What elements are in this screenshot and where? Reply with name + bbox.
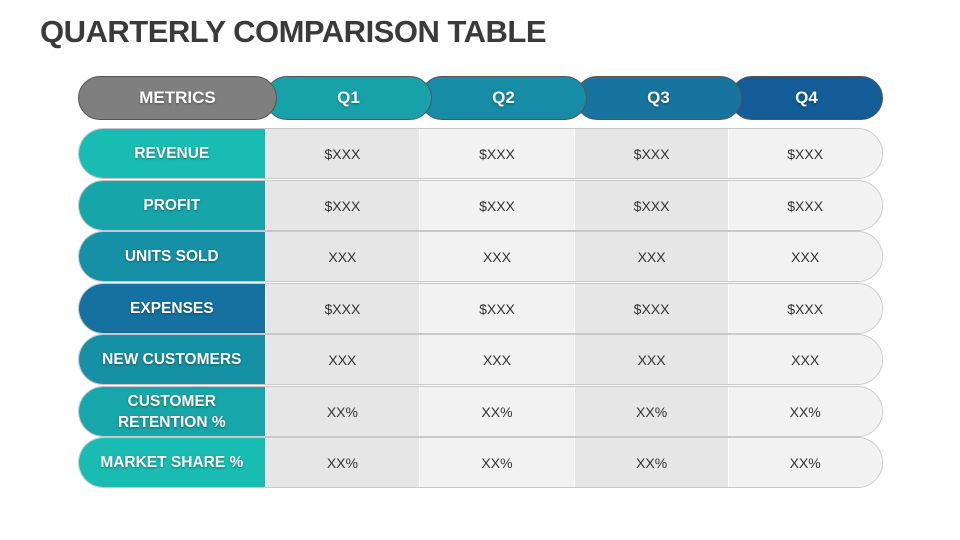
title: QUARTERLY COMPARISON TABLE xyxy=(40,14,547,49)
data-cell: XXX xyxy=(574,335,730,384)
table-row: UNITS SOLD XXX XXX XXX XXX xyxy=(78,231,883,282)
header-row: METRICS Q1 Q2 Q3 Q4 xyxy=(78,76,883,120)
data-cell: $XXX xyxy=(420,129,575,178)
row-label: PROFIT xyxy=(79,181,266,230)
header-cell: METRICS xyxy=(78,76,277,120)
data-cell: $XXX xyxy=(574,284,730,333)
row-label: CUSTOMER RETENTION % xyxy=(79,387,266,436)
table-row: EXPENSES $XXX $XXX $XXX $XXX xyxy=(78,283,883,334)
data-cell: $XXX xyxy=(265,181,421,230)
data-cell: $XXX xyxy=(729,284,882,333)
row-label: NEW CUSTOMERS xyxy=(79,335,266,384)
data-cell: XX% xyxy=(265,387,421,436)
table-row: REVENUE $XXX $XXX $XXX $XXX xyxy=(78,128,883,179)
header-cell: Q2 xyxy=(420,76,587,120)
table-row: NEW CUSTOMERS XXX XXX XXX XXX xyxy=(78,334,883,385)
header-cell: Q3 xyxy=(575,76,742,120)
table-row: MARKET SHARE % XX% XX% XX% XX% xyxy=(78,437,883,488)
data-cell: XX% xyxy=(729,387,882,436)
row-label: EXPENSES xyxy=(79,284,266,333)
data-cell: XXX xyxy=(574,232,730,281)
data-cell: $XXX xyxy=(420,284,575,333)
row-label: REVENUE xyxy=(79,129,266,178)
data-cell: $XXX xyxy=(265,129,421,178)
data-cell: $XXX xyxy=(420,181,575,230)
data-cell: XX% xyxy=(574,387,730,436)
header-cell: Q4 xyxy=(730,76,883,120)
header-cell: Q1 xyxy=(265,76,432,120)
data-cell: $XXX xyxy=(265,284,421,333)
table-row: CUSTOMER RETENTION % XX% XX% XX% XX% xyxy=(78,386,883,437)
data-cell: XXX xyxy=(265,232,421,281)
data-cell: XXX xyxy=(729,335,882,384)
data-cell: XXX xyxy=(265,335,421,384)
data-cell: XXX xyxy=(420,232,575,281)
row-label: UNITS SOLD xyxy=(79,232,266,281)
data-cell: XX% xyxy=(265,438,421,487)
data-cell: XX% xyxy=(420,438,575,487)
data-cell: $XXX xyxy=(574,181,730,230)
data-cell: XX% xyxy=(574,438,730,487)
table-row: PROFIT $XXX $XXX $XXX $XXX xyxy=(78,180,883,231)
data-cell: XX% xyxy=(729,438,882,487)
data-cell: XX% xyxy=(420,387,575,436)
data-cell: $XXX xyxy=(574,129,730,178)
data-cell: $XXX xyxy=(729,129,882,178)
data-cell: XXX xyxy=(420,335,575,384)
row-label: MARKET SHARE % xyxy=(79,438,266,487)
data-cell: $XXX xyxy=(729,181,882,230)
data-cell: XXX xyxy=(729,232,882,281)
